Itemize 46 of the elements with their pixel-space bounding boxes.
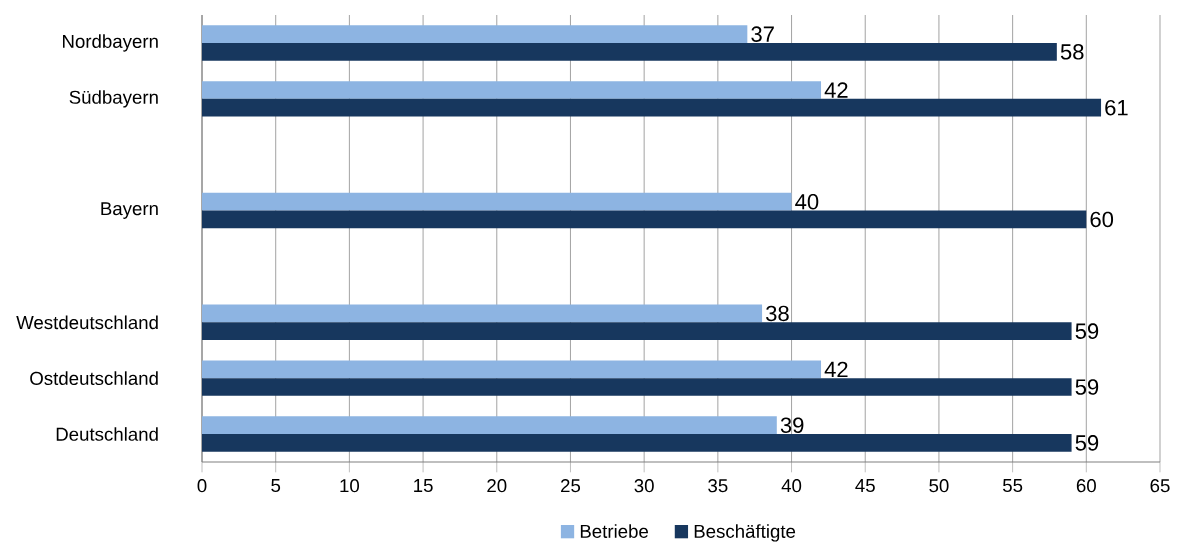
data-label: 42 (824, 361, 848, 378)
x-tick-label: 45 (855, 479, 875, 493)
bar (202, 360, 822, 379)
x-tick-label: 0 (197, 479, 207, 493)
x-tick-label: 5 (271, 479, 281, 493)
x-tick-label: 10 (340, 479, 360, 493)
y-tick-label: Südbayern (69, 90, 158, 108)
data-label: 39 (780, 417, 804, 433)
x-tick-label: 35 (708, 479, 728, 493)
y-tick-label: Ostdeutschland (30, 371, 158, 386)
data-label: 61 (1105, 99, 1128, 116)
data-label: 42 (824, 82, 848, 98)
data-label: 59 (1075, 323, 1099, 339)
x-tick-label: 25 (561, 479, 581, 493)
y-tick-label: Westdeutschland (16, 315, 158, 330)
data-label: 59 (1075, 435, 1099, 451)
legend-label: Beschäftigte (694, 524, 796, 542)
bar (202, 81, 822, 99)
x-tick-label: 60 (1076, 479, 1096, 493)
x-tick-label: 20 (487, 479, 507, 493)
data-label: 60 (1090, 211, 1114, 228)
x-tick-label: 40 (781, 479, 802, 493)
x-tick-label: 65 (1150, 479, 1170, 493)
bar (202, 416, 777, 435)
y-tick-label: Nordbayern (63, 34, 158, 52)
y-tick-label: Deutschland (56, 427, 158, 441)
data-label: 40 (795, 193, 819, 210)
bar (202, 210, 1087, 229)
bar (202, 192, 792, 211)
y-tick-label: Bayern (101, 202, 158, 219)
bar (202, 43, 1057, 61)
x-tick-label: 30 (634, 479, 654, 493)
data-label: 58 (1060, 44, 1084, 60)
bar (202, 378, 1072, 396)
bar (202, 98, 1102, 117)
data-label: 59 (1075, 379, 1099, 395)
data-label: 38 (766, 305, 789, 322)
bar (202, 25, 748, 44)
bar (202, 304, 763, 323)
x-tick-label: 15 (414, 479, 433, 493)
x-tick-label: 55 (1002, 479, 1023, 493)
bar (202, 434, 1072, 452)
x-tick-label: 50 (929, 479, 949, 493)
legend-label: Betriebe (580, 524, 649, 538)
bar (202, 322, 1072, 341)
data-label: 37 (751, 26, 774, 42)
